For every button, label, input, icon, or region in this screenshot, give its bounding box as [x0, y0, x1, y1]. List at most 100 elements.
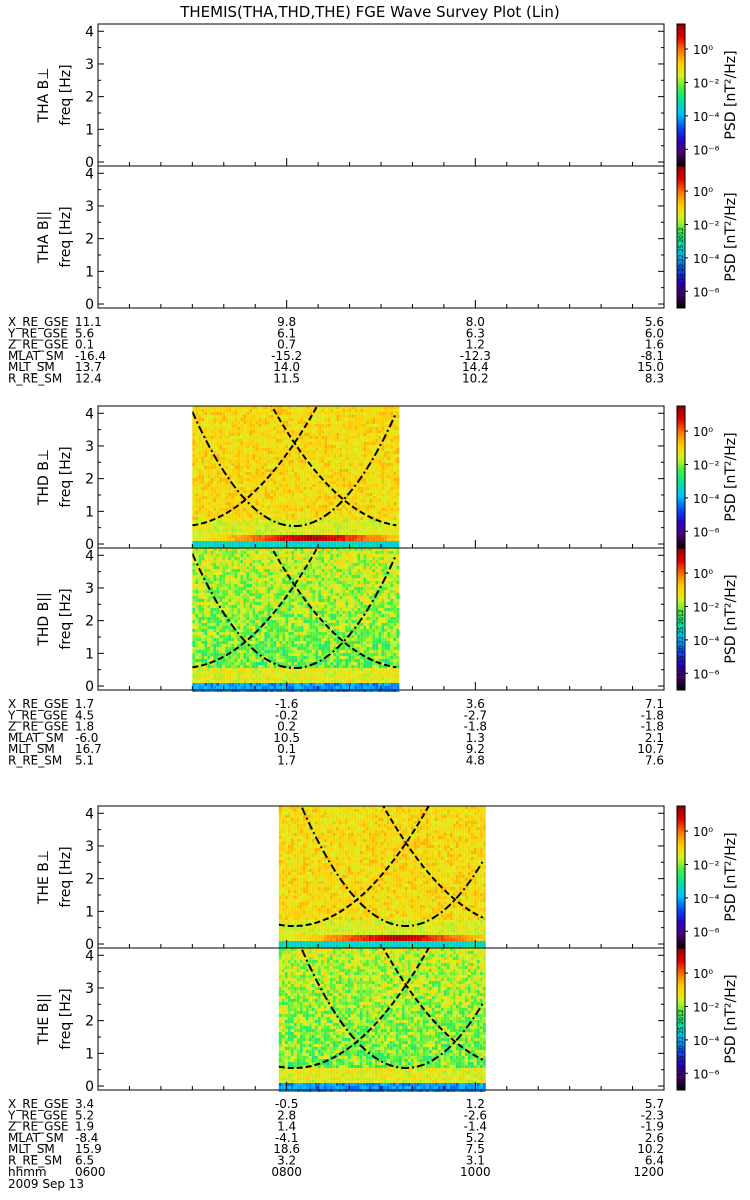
spectrogram-cell	[222, 430, 226, 433]
spectrogram-cell	[294, 538, 298, 541]
spectrogram-cell	[231, 439, 235, 442]
spectrogram-cell	[300, 463, 304, 466]
spectrogram-cell	[345, 541, 349, 544]
spectrogram-cell	[342, 551, 346, 554]
spectrogram-cell	[381, 499, 385, 502]
spectrogram-cell	[381, 424, 385, 427]
spectrogram-cell	[291, 544, 295, 547]
spectrogram-cell	[237, 415, 241, 418]
spectrogram-cell	[318, 502, 322, 505]
spectrogram-cell	[327, 581, 331, 584]
spectrogram-cell	[207, 511, 211, 514]
spectrogram-cell	[333, 548, 337, 551]
spectrogram-cell	[363, 532, 367, 535]
spectrogram-cell	[366, 475, 370, 478]
spectrogram-cell	[330, 578, 334, 581]
spectrogram-cell	[270, 427, 274, 430]
spectrogram-cell	[318, 608, 322, 611]
spectrogram-cell	[297, 496, 301, 499]
spectrogram-cell	[231, 578, 235, 581]
spectrogram-cell	[237, 529, 241, 532]
spectrogram-cell	[240, 406, 244, 409]
spectrogram-cell	[225, 572, 229, 575]
spectrogram-cell	[285, 469, 289, 472]
spectrogram-cell	[378, 493, 382, 496]
spectrogram-cell	[396, 433, 400, 436]
spectrogram-cell	[267, 439, 271, 442]
spectrogram-cell	[327, 475, 331, 478]
ephemeris-value: 8.3	[645, 372, 664, 386]
spectrogram-cell	[246, 508, 250, 511]
spectrogram-cell	[219, 406, 223, 409]
spectrogram-cell	[291, 551, 295, 554]
spectrogram-cell	[360, 578, 364, 581]
spectrogram-cell	[264, 599, 268, 602]
spectrogram-cell	[267, 557, 271, 560]
spectrogram-cell	[363, 418, 367, 421]
spectrogram-cell	[375, 554, 379, 557]
spectrogram-cell	[225, 442, 229, 445]
spectrogram-cell	[210, 590, 214, 593]
spectrogram-cell	[225, 436, 229, 439]
spectrogram-cell	[297, 526, 301, 529]
spectrogram-cell	[282, 535, 286, 538]
spectrogram-cell	[219, 584, 223, 587]
spectrogram-cell	[294, 412, 298, 415]
spectrogram-cell	[258, 560, 262, 563]
spectrogram-cell	[342, 445, 346, 448]
spectrogram-cell	[381, 457, 385, 460]
spectrogram-cell	[228, 415, 232, 418]
spectrogram-cell	[237, 563, 241, 566]
ephemeris-value: 5.6	[75, 326, 94, 340]
spectrogram-cell	[318, 584, 322, 587]
spectrogram-cell	[207, 457, 211, 460]
spectrogram-cell	[240, 484, 244, 487]
spectrogram-cell	[207, 593, 211, 596]
spectrogram-cell	[279, 490, 283, 493]
spectrogram-cell	[294, 599, 298, 602]
spectrogram-cell	[219, 451, 223, 454]
spectrogram-cell	[240, 602, 244, 605]
spectrogram-cell	[300, 520, 304, 523]
spectrogram-cell	[366, 430, 370, 433]
spectrogram-cell	[339, 463, 343, 466]
spectrogram-cell	[207, 602, 211, 605]
spectrogram-cell	[273, 466, 277, 469]
spectrogram-cell	[288, 514, 292, 517]
spectrogram-cell	[336, 541, 340, 544]
spectrogram-cell	[204, 554, 208, 557]
spectrogram-cell	[195, 529, 199, 532]
spectrogram-cell	[387, 575, 391, 578]
spectrogram-cell	[204, 460, 208, 463]
spectrogram-cell	[249, 520, 253, 523]
spectrogram-cell	[348, 484, 352, 487]
spectrogram-cell	[216, 496, 220, 499]
spectrogram-cell	[255, 535, 259, 538]
spectrogram-cell	[396, 442, 400, 445]
spectrogram-cell	[309, 511, 313, 514]
spectrogram-cell	[213, 421, 217, 424]
spectrogram-cell	[369, 514, 373, 517]
spectrogram-cell	[384, 445, 388, 448]
spectrogram-cell	[279, 532, 283, 535]
spectrogram-cell	[390, 463, 394, 466]
spectrogram-cell	[327, 517, 331, 520]
spectrogram-cell	[309, 502, 313, 505]
spectrogram-cell	[294, 490, 298, 493]
spectrogram-cell	[297, 451, 301, 454]
spectrogram-cell	[285, 517, 289, 520]
spectrogram-cell	[207, 406, 211, 409]
spectrogram-cell	[357, 499, 361, 502]
spectrogram-cell	[390, 517, 394, 520]
spectrogram-cell	[357, 469, 361, 472]
spectrogram-cell	[291, 508, 295, 511]
spectrogram-cell	[276, 463, 280, 466]
spectrogram-cell	[291, 442, 295, 445]
spectrogram-cell	[282, 487, 286, 490]
colorbar-tick-label: 10⁻⁶	[693, 525, 720, 539]
spectrogram-cell	[396, 505, 400, 508]
spectrogram-cell	[195, 490, 199, 493]
spectrogram-cell	[270, 581, 274, 584]
spectrogram-cell	[225, 499, 229, 502]
spectrogram-cell	[348, 581, 352, 584]
